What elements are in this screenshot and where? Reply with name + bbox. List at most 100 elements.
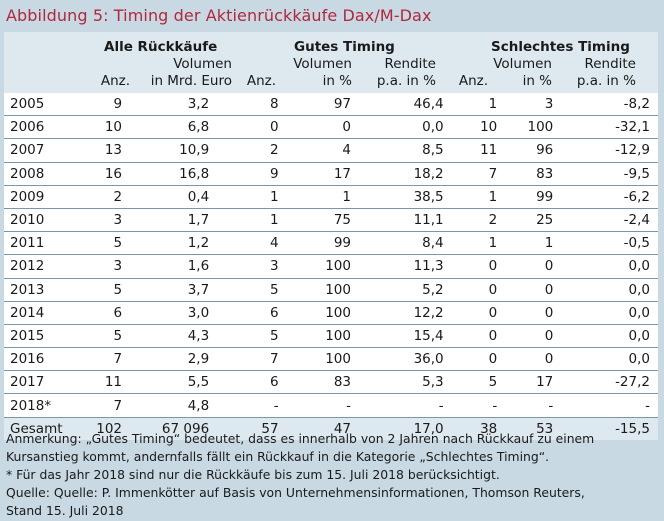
cell-volumen-bad: 96	[505, 138, 572, 163]
cell-rendite-bad: -	[571, 393, 658, 418]
cell-year: 2016	[4, 347, 79, 372]
cell-anz-good: 2	[239, 138, 287, 163]
cell-rendite-bad: 0,0	[571, 301, 658, 325]
cell-volumen-good: 100	[286, 347, 365, 372]
cell-anz-all: 6	[78, 301, 137, 325]
cell-rendite-good: 18,2	[365, 162, 452, 186]
table-row: 2012 3 1,6 3 100 11,3 0 0 0,0	[4, 254, 658, 279]
cell-anz-all: 5	[78, 324, 137, 349]
cell-anz-all: 3	[78, 208, 137, 233]
cell-anz-bad: 38	[451, 417, 506, 440]
col-header-line: Volumen	[493, 56, 552, 72]
cell-anz-good: -	[239, 393, 287, 418]
cell-year: 2009	[4, 185, 79, 209]
col-header-line: p.a. in %	[576, 73, 636, 89]
table-row: 2016 7 2,9 7 100 36,0 0 0 0,0	[4, 347, 658, 372]
cell-anz-good: 1	[239, 185, 287, 209]
cell-rendite-bad: -27,2	[571, 370, 658, 395]
col-header-volumen-good: Volumen in %	[276, 56, 352, 90]
cell-anz-good: 4	[239, 231, 287, 256]
cell-year: 2015	[4, 324, 79, 349]
cell-year: 2011	[4, 231, 79, 256]
cell-rendite-bad: -6,2	[571, 185, 658, 209]
cell-rendite-good: 12,2	[365, 301, 452, 325]
cell-anz-all: 9	[78, 93, 137, 117]
col-header-line: in %	[522, 73, 552, 89]
note-line: Anmerkung: „Gutes Timing“ bedeutet, dass…	[6, 431, 595, 446]
cell-volumen-good: 100	[286, 278, 365, 302]
footnote: * Für das Jahr 2018 sind nur die Rückkäu…	[6, 467, 500, 482]
cell-anz-bad: 0	[451, 347, 506, 372]
cell-anz-bad: 2	[451, 208, 506, 233]
cell-volumen-good: 4	[286, 138, 365, 163]
cell-anz-good: 0	[239, 115, 287, 140]
table-row: 2010 3 1,7 1 75 11,1 2 25 -2,4	[4, 208, 658, 233]
cell-anz-bad: -	[451, 393, 506, 418]
cell-anz-good: 6	[239, 301, 287, 325]
table-row: 2006 10 6,8 0 0 0,0 10 100 -32,1	[4, 115, 658, 140]
cell-volumen-good: 17	[286, 162, 365, 186]
cell-anz-bad: 0	[451, 278, 506, 302]
cell-volumen-good: 99	[286, 231, 365, 256]
cell-anz-good: 5	[239, 324, 287, 349]
cell-rendite-good: 36,0	[365, 347, 452, 372]
cell-volumen-mrd: 4,3	[136, 324, 240, 349]
cell-anz-all: 7	[78, 393, 137, 418]
table-row: 2009 2 0,4 1 1 38,5 1 99 -6,2	[4, 185, 658, 209]
col-header-line: p.a. in %	[376, 73, 436, 89]
figure-title: Abbildung 5: Timing der Aktienrückkäufe …	[6, 6, 432, 25]
group-header-bad: Schlechtes Timing	[491, 39, 630, 55]
cell-rendite-bad: -12,9	[571, 138, 658, 163]
cell-volumen-bad: 99	[505, 185, 572, 209]
col-header-line: Volumen	[293, 56, 352, 72]
table-panel: Alle Rückkäufe Gutes Timing Schlechtes T…	[4, 32, 658, 440]
cell-rendite-good: 11,1	[365, 208, 452, 233]
cell-anz-good: 6	[239, 370, 287, 395]
col-header-anz-bad: Anz.	[458, 73, 488, 89]
cell-year: 2018*	[4, 393, 79, 418]
cell-anz-all: 2	[78, 185, 137, 209]
cell-year: 2010	[4, 208, 79, 233]
cell-volumen-mrd: 5,5	[136, 370, 240, 395]
cell-rendite-good: 15,4	[365, 324, 452, 349]
group-header-good: Gutes Timing	[294, 39, 395, 55]
cell-volumen-good: 100	[286, 324, 365, 349]
cell-anz-bad: 0	[451, 324, 506, 349]
table-row: 2013 5 3,7 5 100 5,2 0 0 0,0	[4, 278, 658, 302]
cell-volumen-bad: 0	[505, 324, 572, 349]
col-header-anz-all: Anz.	[100, 73, 130, 89]
cell-volumen-mrd: 1,6	[136, 254, 240, 279]
data-table: 2005 9 3,2 8 97 46,4 1 3 -8,2 2006 10 6,8 0 0 0,0 10 100…	[4, 93, 658, 440]
table-row: 2005 9 3,2 8 97 46,4 1 3 -8,2	[4, 93, 658, 117]
cell-rendite-good: 11,3	[365, 254, 452, 279]
cell-volumen-bad: 100	[505, 115, 572, 140]
cell-volumen-mrd: 2,9	[136, 347, 240, 372]
col-header-line: Rendite	[384, 56, 436, 72]
cell-volumen-bad: -	[505, 393, 572, 418]
cell-volumen-bad: 0	[505, 347, 572, 372]
note-line: Kursanstieg kommt, andernfalls fällt ein…	[6, 449, 550, 464]
col-header-line: Rendite	[584, 56, 636, 72]
col-header-volumen-bad: Volumen in %	[490, 56, 552, 90]
cell-anz-all: 16	[78, 162, 137, 186]
cell-anz-good: 8	[239, 93, 287, 117]
cell-year: 2006	[4, 115, 79, 140]
table-row: 2017 11 5,5 6 83 5,3 5 17 -27,2	[4, 370, 658, 395]
table-row: 2008 16 16,8 9 17 18,2 7 83 -9,5	[4, 162, 658, 186]
cell-volumen-bad: 1	[505, 231, 572, 256]
cell-year: 2007	[4, 138, 79, 163]
cell-rendite-good: 8,4	[365, 231, 452, 256]
cell-year: 2013	[4, 278, 79, 302]
cell-volumen-good: 97	[286, 93, 365, 117]
cell-volumen-bad: 17	[505, 370, 572, 395]
cell-rendite-good: 46,4	[365, 93, 452, 117]
cell-anz-all: 5	[78, 278, 137, 302]
cell-anz-good: 7	[239, 347, 287, 372]
cell-rendite-good: 0,0	[365, 115, 452, 140]
col-header-rendite-good: Rendite p.a. in %	[354, 56, 436, 90]
cell-rendite-good: 38,5	[365, 185, 452, 209]
cell-rendite-bad: -32,1	[571, 115, 658, 140]
cell-volumen-mrd: 1,2	[136, 231, 240, 256]
cell-volumen-bad: 83	[505, 162, 572, 186]
